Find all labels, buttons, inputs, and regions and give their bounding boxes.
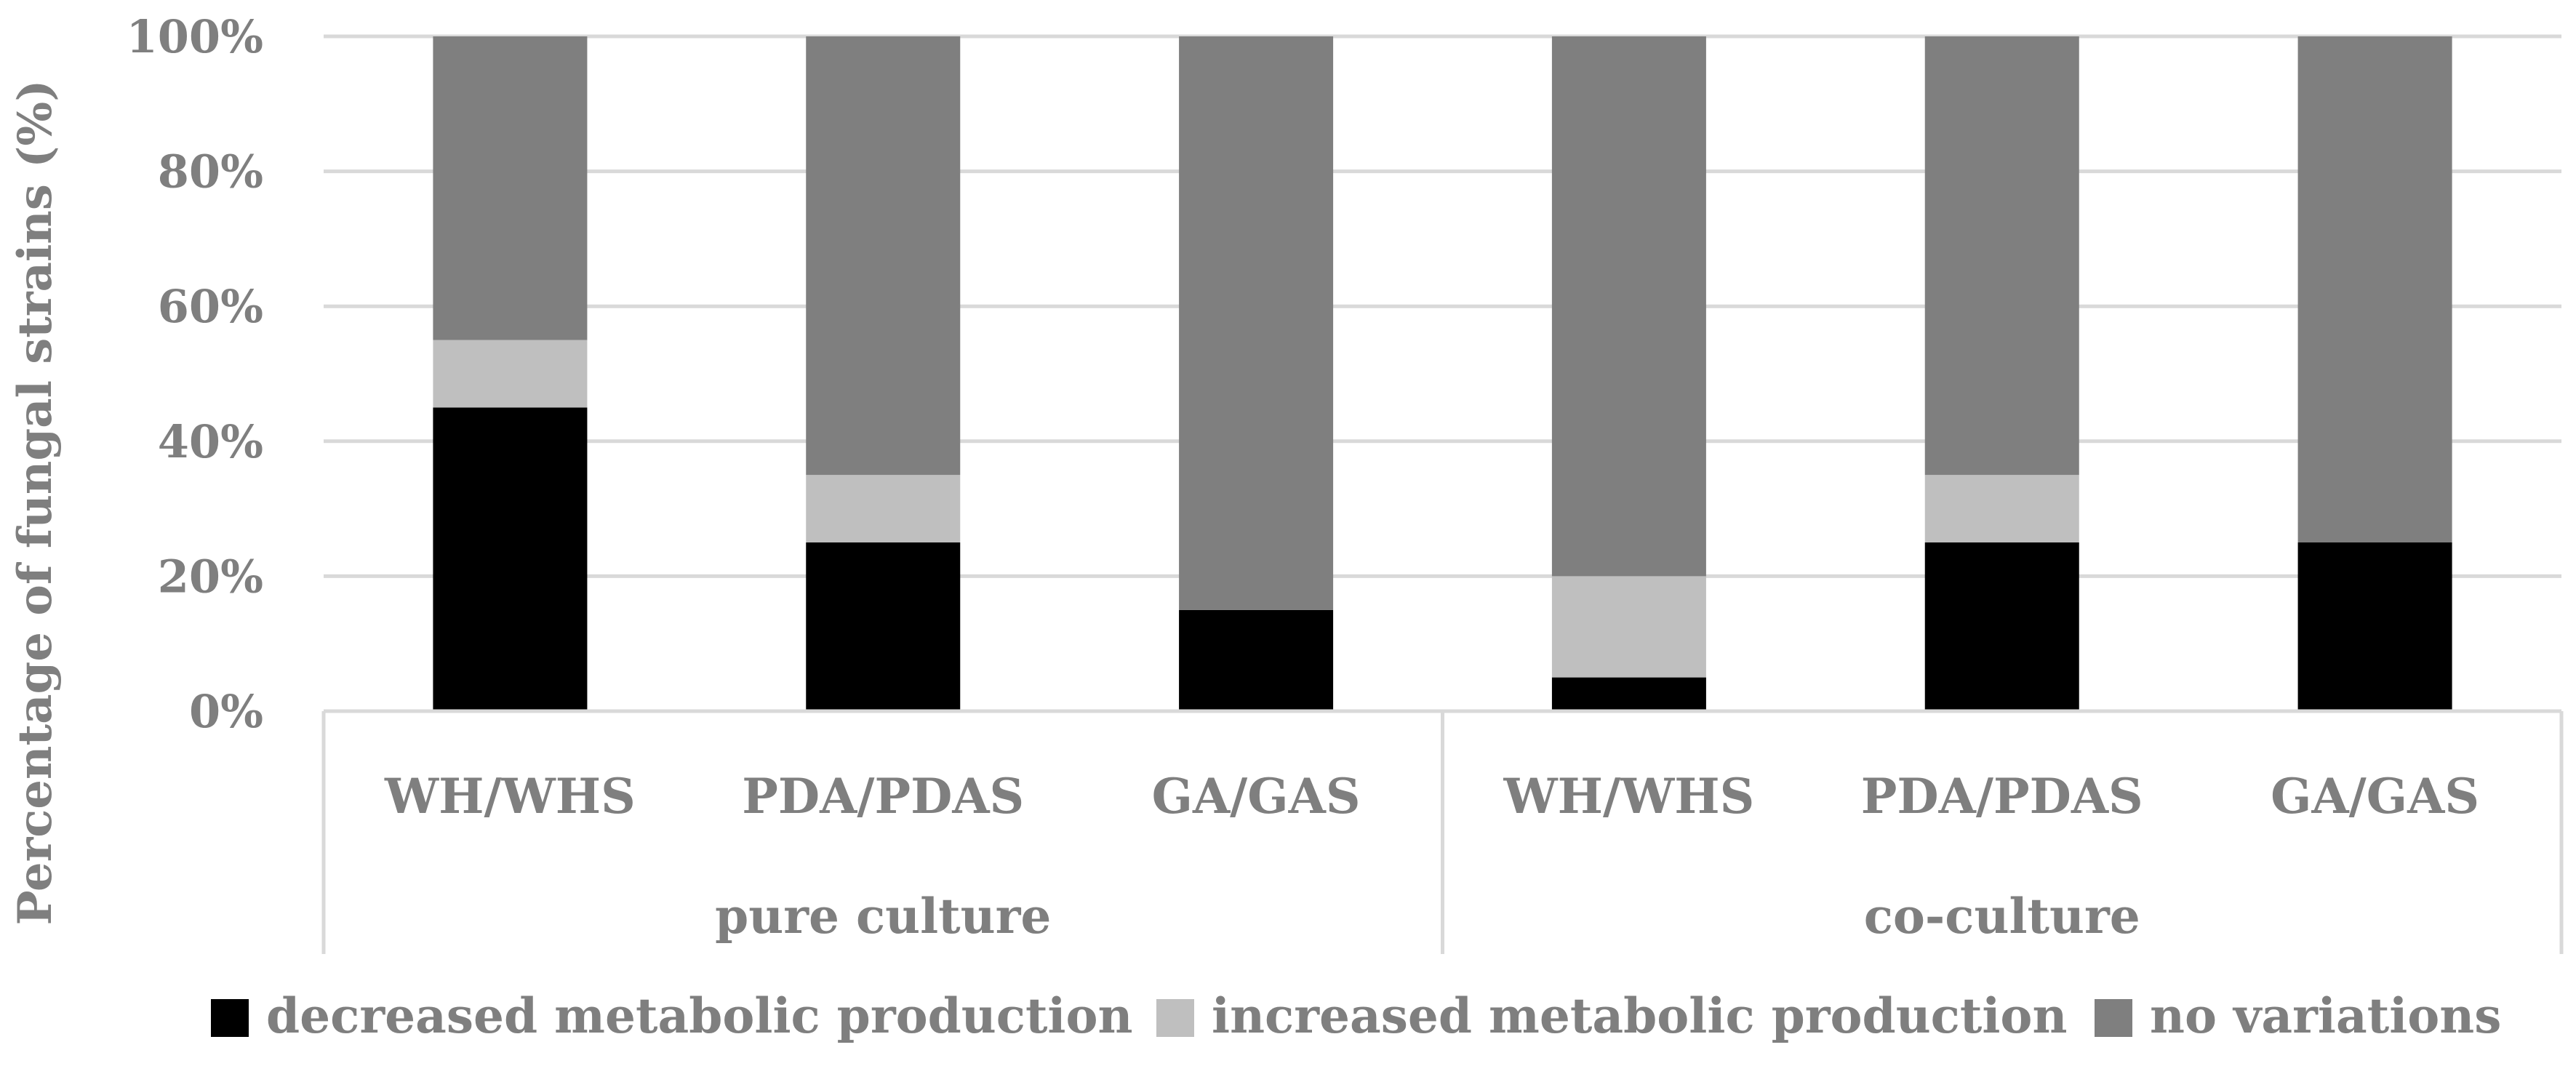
y-tick-label: 20% (158, 550, 263, 603)
x-category-label: GA/GAS (1152, 768, 1361, 825)
y-tick-label: 0% (189, 685, 263, 738)
x-category-label: PDA/PDAS (742, 768, 1024, 825)
bar-segment (433, 36, 588, 340)
bar-segment (1179, 36, 1334, 610)
bar-segment (1924, 36, 2079, 476)
y-tick-label: 80% (158, 145, 263, 199)
bar-segment (1924, 475, 2079, 542)
bar-segment (1179, 609, 1334, 711)
y-axis-title: Percentage of fungal strains (%) (8, 79, 63, 925)
x-category-label: PDA/PDAS (1861, 768, 2143, 825)
y-tick-label: 100% (127, 10, 263, 63)
axes (321, 709, 2564, 954)
x-group-label: co-culture (1864, 888, 2140, 945)
y-tick-label: 60% (158, 280, 263, 333)
y-tick-label: 40% (158, 415, 263, 468)
legend-swatch (211, 999, 249, 1037)
bar-segment (433, 407, 588, 711)
bar-segment (2297, 36, 2452, 542)
x-category-label: GA/GAS (2271, 768, 2479, 825)
legend-swatch (2095, 999, 2132, 1037)
legend-label: no variations (2150, 987, 2501, 1044)
bar-segment (1551, 677, 1706, 711)
x-group-label: pure culture (715, 888, 1051, 945)
bar-segment (806, 542, 961, 711)
x-category-label: WH/WHS (1503, 768, 1755, 825)
legend-swatch (1156, 999, 1194, 1037)
bar-segment (1924, 542, 2079, 711)
legend-label: decreased metabolic production (266, 987, 1133, 1044)
bar-segment (1551, 36, 1706, 577)
x-category-label: WH/WHS (384, 768, 636, 825)
bar-segment (433, 340, 588, 408)
bar-segment (2297, 542, 2452, 711)
legend-label: increased metabolic production (1212, 987, 2067, 1044)
bars (433, 36, 2452, 711)
bar-segment (806, 36, 961, 476)
bar-segment (806, 475, 961, 542)
legend: decreased metabolic production increased … (211, 987, 2501, 1044)
bar-segment (1551, 576, 1706, 678)
axis-labels: 0% 20% 40% 60% 80% 100% WH/WHS PDA/PDAS GA/GAS WH… (8, 10, 2479, 945)
gridlines (324, 34, 2561, 578)
